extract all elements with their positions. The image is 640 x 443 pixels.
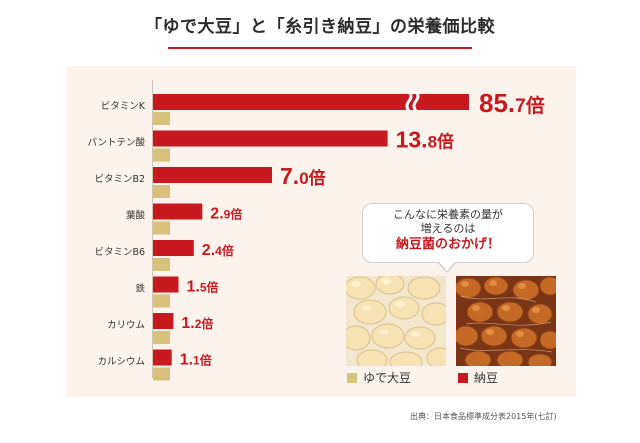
- value-label: 7.0倍: [280, 163, 326, 189]
- natto-bar: [153, 130, 388, 147]
- category-label: カリウム: [107, 320, 145, 331]
- callout-emphasis: 納豆菌のおかげ！: [395, 237, 500, 252]
- natto-bar: [153, 94, 469, 110]
- soy-bar: [153, 258, 170, 271]
- natto-bar: [153, 240, 194, 256]
- value-label: 1.5倍: [187, 279, 219, 296]
- axis-break-mark: [405, 90, 413, 112]
- category-label: ビタミンB2: [94, 174, 145, 185]
- category-label: 葉酸: [126, 210, 146, 222]
- legend-swatch-natto: [458, 373, 468, 383]
- category-label: ビタミンK: [101, 101, 146, 112]
- soy-bar: [153, 367, 170, 381]
- value-label: 13.8倍: [396, 126, 454, 152]
- category-label: カルシウム: [97, 357, 145, 368]
- soy-bar: [153, 221, 170, 235]
- chart-title: 「ゆで大豆」と「糸引き納豆」の栄養価比較: [145, 17, 495, 37]
- legend-label-soy: ゆで大豆: [363, 371, 412, 385]
- soy-bar: [153, 294, 170, 308]
- value-label: 2.9倍: [210, 206, 242, 223]
- natto-bar: [153, 349, 172, 366]
- legend-swatch-soy: [347, 373, 357, 383]
- category-label: パントテン酸: [88, 137, 146, 149]
- natto-bar: [153, 203, 203, 220]
- callout-line-2: 増えるのは: [420, 222, 476, 235]
- axis-break-mark: [412, 90, 420, 112]
- soy-bar: [153, 112, 170, 125]
- y-axis-line: [152, 80, 153, 378]
- category-label: 鉄: [135, 283, 145, 295]
- title-underline: [168, 47, 472, 49]
- source-note: 出典：日本食品標準成分表2015年(七訂): [410, 412, 557, 421]
- value-label: 1.1倍: [180, 352, 212, 369]
- soy-bar: [153, 331, 170, 344]
- boiled-soybeans-photo: [346, 276, 446, 366]
- soy-bar: [153, 185, 170, 198]
- value-label: 1.2倍: [181, 315, 213, 332]
- legend-label-natto: 納豆: [474, 371, 499, 385]
- category-label: ビタミンB6: [94, 247, 145, 258]
- value-label: 85.7倍: [479, 88, 545, 118]
- value-label: 2.4倍: [202, 242, 234, 259]
- natto-bar: [153, 276, 179, 293]
- callout-bubble: こんなに栄養素の量が 増えるのは 納豆菌のおかげ！: [362, 203, 534, 263]
- natto-bar: [153, 313, 174, 329]
- natto-bar: [153, 167, 272, 183]
- soy-bar: [153, 148, 170, 162]
- callout-tail: [439, 262, 455, 271]
- natto-photo: [456, 276, 556, 366]
- callout-line-1: こんなに栄養素の量が: [393, 208, 503, 221]
